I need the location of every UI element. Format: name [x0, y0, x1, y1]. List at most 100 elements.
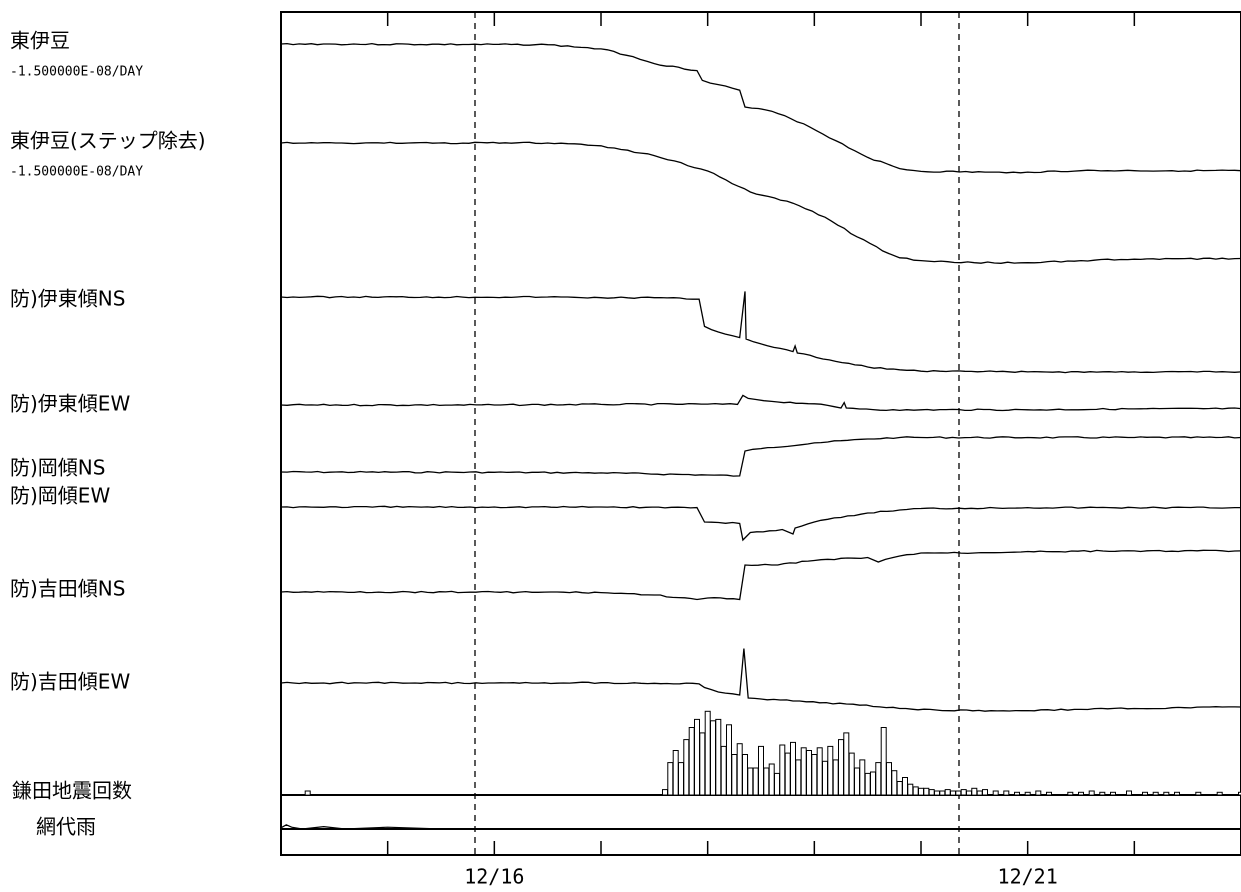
- histogram-bar-39: [859, 759, 866, 796]
- series-line-6: [280, 549, 1241, 601]
- histogram-bar-45: [891, 770, 898, 796]
- histogram-bar-4: [672, 750, 679, 796]
- histogram-bar-24: [779, 744, 786, 796]
- histogram-bar-19: [752, 767, 759, 796]
- histogram-bar-22: [768, 763, 775, 796]
- rain-label: 網代雨: [36, 815, 96, 839]
- series-label-0: 東伊豆: [10, 29, 70, 53]
- series-label-2: 防)伊東傾NS: [10, 287, 125, 311]
- histogram-bar-14: [726, 724, 732, 796]
- histogram-bar-76: [1152, 791, 1159, 796]
- histogram-bar-63: [992, 790, 999, 796]
- histogram-bar-32: [822, 760, 828, 796]
- histogram-bar-0: [304, 790, 311, 796]
- series-line-2: [280, 291, 1241, 374]
- series-rate-0: -1.500000E-08/DAY: [10, 65, 143, 80]
- histogram-bar-48: [907, 783, 914, 796]
- histogram-bar-78: [1174, 791, 1180, 796]
- histogram-bar-68: [1046, 791, 1052, 796]
- histogram-bar-28: [800, 747, 807, 796]
- series-line-4: [280, 436, 1241, 477]
- series-line-7: [280, 648, 1241, 712]
- histogram-bar-59: [966, 790, 972, 796]
- histogram-bar-62: [982, 789, 988, 796]
- histogram-bar-50: [918, 787, 924, 796]
- histogram-bar-33: [827, 745, 834, 796]
- histogram-bar-15: [731, 754, 738, 796]
- histogram-bar-30: [811, 754, 818, 796]
- series-label-3: 防)伊東傾EW: [10, 392, 130, 416]
- histogram-bar-56: [950, 790, 956, 796]
- histogram-bar-16: [736, 743, 743, 796]
- histogram-bar-12: [715, 718, 722, 796]
- histogram-bar-77: [1163, 791, 1170, 796]
- series-label-5: 防)岡傾EW: [10, 484, 110, 508]
- x-tick-label-1: 12/21: [998, 865, 1058, 889]
- histogram-bar-7: [688, 727, 695, 796]
- histogram-bar-41: [870, 771, 876, 796]
- histogram-bar-81: [1238, 791, 1241, 796]
- histogram-bar-73: [1110, 791, 1116, 796]
- histogram-bar-21: [763, 767, 770, 796]
- histogram-bar-51: [923, 787, 930, 796]
- series-line-0: [280, 42, 1241, 174]
- histogram-label: 鎌田地震回数: [12, 779, 132, 803]
- histogram-bar-75: [1142, 791, 1148, 796]
- histogram-bar-37: [848, 752, 855, 796]
- histogram-bar-35: [838, 739, 844, 796]
- histogram-bar-8: [694, 718, 700, 796]
- series-line-3: [280, 394, 1241, 412]
- histogram-bar-36: [843, 732, 850, 796]
- histogram-bar-69: [1067, 791, 1074, 796]
- histogram-bar-17: [742, 754, 748, 796]
- histogram-bar-2: [662, 789, 668, 796]
- series-line-1: [280, 141, 1241, 264]
- histogram-bar-64: [1003, 790, 1010, 796]
- histogram-bar-58: [960, 789, 967, 796]
- series-line-5: [280, 505, 1241, 542]
- histogram-bar-6: [683, 739, 690, 796]
- histogram-bar-13: [720, 745, 727, 796]
- histogram-bar-80: [1216, 791, 1223, 796]
- histogram-bar-25: [784, 752, 791, 796]
- histogram-bar-29: [806, 750, 812, 796]
- histogram-bar-72: [1099, 791, 1106, 796]
- histogram-bar-66: [1024, 791, 1031, 796]
- histogram-bar-18: [747, 767, 754, 796]
- histogram-bar-47: [902, 777, 908, 796]
- histogram-bar-71: [1088, 790, 1095, 796]
- x-axis-tick-labels: 12/16 12/21: [464, 865, 1058, 889]
- plot-frame: [280, 11, 1241, 856]
- histogram-bar-38: [854, 767, 860, 796]
- histogram-bar-42: [875, 762, 882, 796]
- series-labels: 東伊豆 -1.500000E-08/DAY 東伊豆(ステップ除去) -1.500000…: [10, 29, 206, 839]
- histogram-bar-53: [934, 790, 940, 796]
- rain-series: [280, 824, 1241, 830]
- histogram-bar-3: [667, 762, 674, 796]
- histogram-bar-55: [944, 789, 951, 796]
- series-label-7: 防)吉田傾EW: [10, 670, 130, 694]
- histogram-bar-67: [1035, 790, 1042, 796]
- series-rate-1: -1.500000E-08/DAY: [10, 165, 143, 180]
- histogram-bar-74: [1126, 790, 1132, 796]
- histogram-bar-9: [699, 732, 706, 796]
- histogram-bar-34: [832, 759, 839, 796]
- histogram-bar-52: [928, 789, 935, 796]
- histogram-bar-65: [1014, 791, 1020, 796]
- histogram-bar-49: [912, 786, 919, 796]
- series-label-6: 防)吉田傾NS: [10, 577, 125, 601]
- x-tick-label-0: 12/16: [464, 865, 524, 889]
- histogram-bar-31: [816, 747, 823, 796]
- histogram-bar-79: [1195, 791, 1202, 796]
- histogram-bar-44: [886, 762, 892, 796]
- histogram-bar-11: [710, 720, 716, 796]
- histogram-bar-60: [971, 787, 978, 796]
- earthquake-count-histogram: [304, 710, 1241, 796]
- histogram-bar-40: [864, 772, 871, 796]
- histogram-bar-20: [758, 745, 764, 796]
- rain-line: [280, 824, 1241, 830]
- histogram-bar-61: [976, 790, 983, 796]
- histogram-bar-54: [939, 790, 946, 796]
- histogram-bar-70: [1078, 791, 1084, 796]
- histogram-bar-5: [678, 762, 684, 796]
